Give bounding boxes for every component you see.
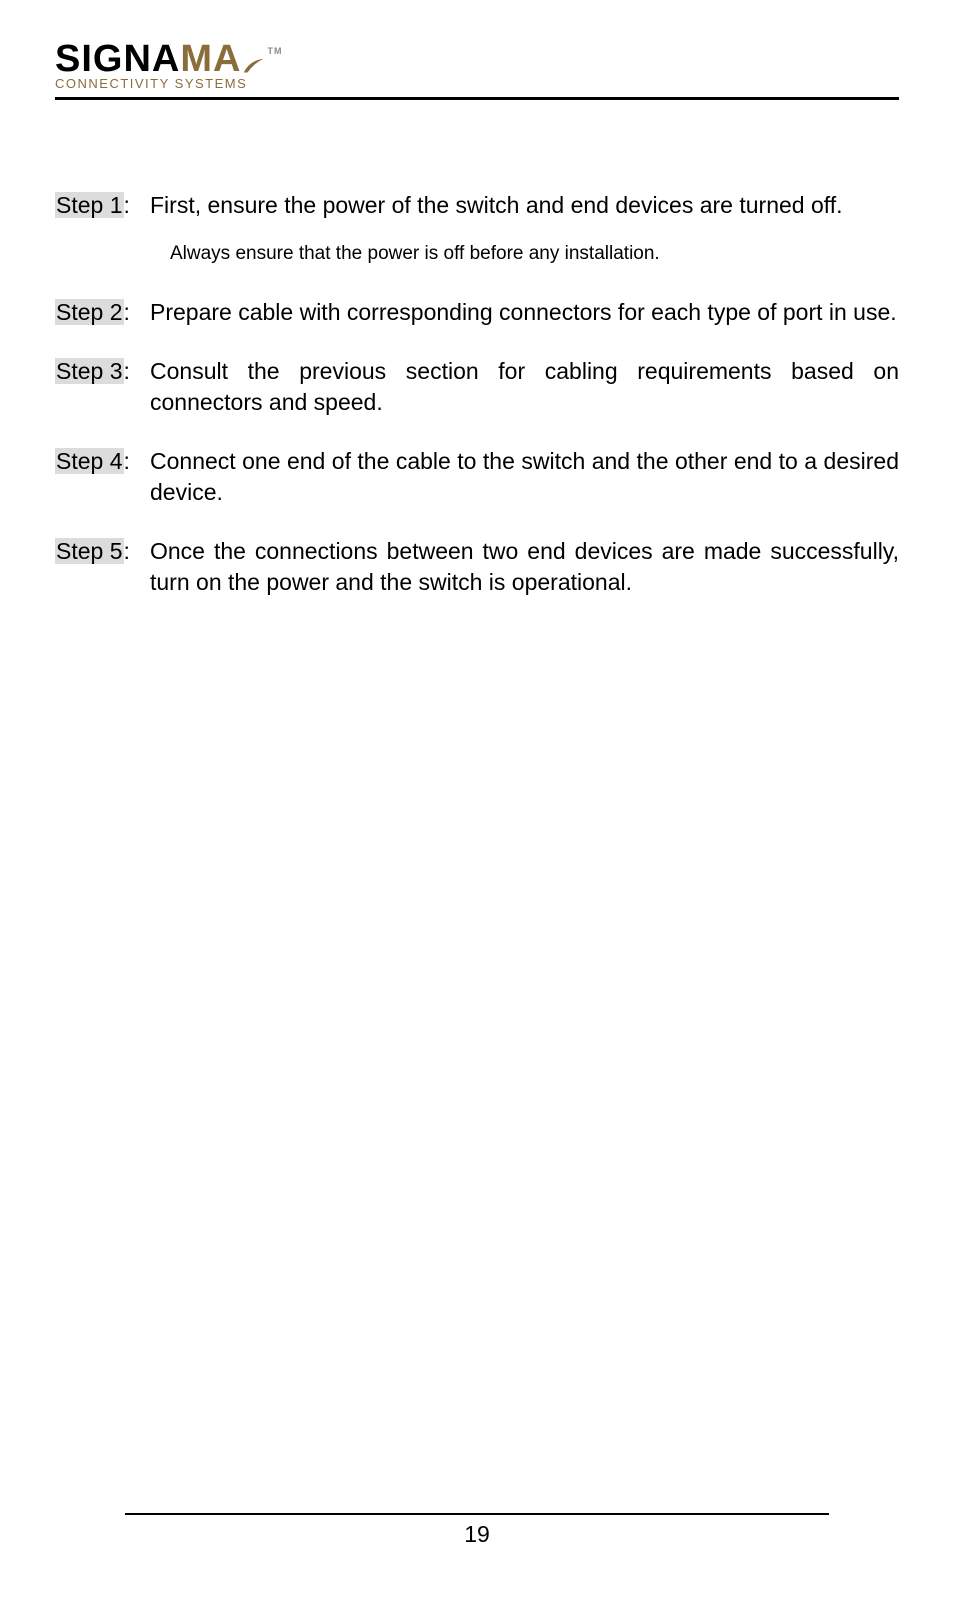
step-text: First, ensure the power of the switch an… <box>150 190 899 221</box>
step-row: Step 4: Connect one end of the cable to … <box>55 446 899 508</box>
logo-swoosh-icon <box>243 58 265 74</box>
page-number: 19 <box>55 1521 899 1548</box>
step-label: Step 1: <box>55 190 150 221</box>
step-row: Step 5: Once the connections between two… <box>55 536 899 598</box>
logo-text-part1: SIGNA <box>55 40 180 78</box>
logo-subtitle: CONNECTIVITY SYSTEMS <box>55 76 899 91</box>
step-label: Step 2: <box>55 297 150 328</box>
brand-logo: SIGNAMA TM CONNECTIVITY SYSTEMS <box>55 40 899 91</box>
step-row: Step 1: First, ensure the power of the s… <box>55 190 899 221</box>
step-label: Step 4: <box>55 446 150 477</box>
page-header: SIGNAMA TM CONNECTIVITY SYSTEMS <box>55 40 899 100</box>
logo-trademark: TM <box>267 47 282 56</box>
step-text: Consult the previous section for cabling… <box>150 356 899 418</box>
step-label: Step 5: <box>55 536 150 567</box>
step-text: Once the connections between two end dev… <box>150 536 899 598</box>
page-footer: 19 <box>55 1513 899 1548</box>
document-page: SIGNAMA TM CONNECTIVITY SYSTEMS Step 1: … <box>0 0 954 1603</box>
step-note: Always ensure that the power is off befo… <box>170 241 899 267</box>
steps-list: Step 1: First, ensure the power of the s… <box>55 190 899 598</box>
step-row: Step 2: Prepare cable with corresponding… <box>55 297 899 328</box>
logo-wordmark: SIGNAMA TM <box>55 40 899 78</box>
step-text: Connect one end of the cable to the swit… <box>150 446 899 508</box>
step-label: Step 3: <box>55 356 150 387</box>
logo-text-part2: MA <box>180 40 241 78</box>
step-text: Prepare cable with corresponding connect… <box>150 297 899 328</box>
footer-rule <box>125 1513 829 1515</box>
step-row: Step 3: Consult the previous section for… <box>55 356 899 418</box>
